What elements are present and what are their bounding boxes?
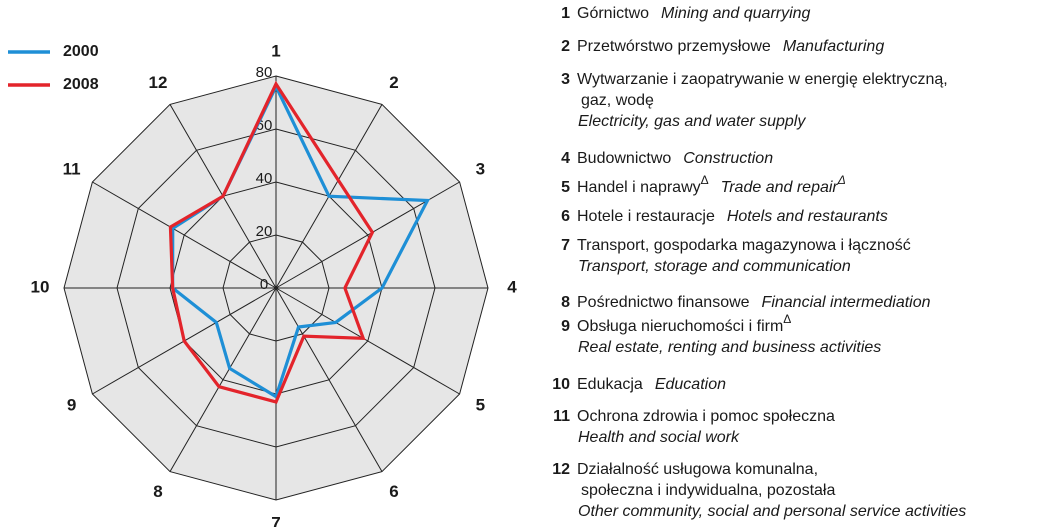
sector-name-pl: Działalność usługowa komunalna, [577,461,818,478]
sector-name-en: Other community, social and personal ser… [578,503,966,520]
sector-number: 5 [561,179,570,196]
sector-name-pl-text: Przetwórstwo przemysłowe [577,38,771,55]
sector-name-en-text: Manufacturing [783,38,884,55]
axis-label: 7 [271,513,280,527]
sector-name-pl-text: Pośrednictwo finansowe [577,294,750,311]
sector-name-en-text: Transport, storage and communication [578,258,851,275]
axis-label: 10 [31,277,50,296]
sector-name-pl-text: gaz, wodę [581,92,654,109]
sector-name-pl: Handel i naprawyΔ [577,173,709,196]
sector-name-en: Transport, storage and communication [578,258,851,275]
sector-name-en: Electricity, gas and water supply [578,113,806,130]
axis-label: 3 [476,159,485,178]
series-line [171,82,431,400]
axis-label: 6 [389,482,398,501]
sector-number: 2 [561,38,570,55]
sector-name-pl: Edukacja [577,376,643,393]
sector-name-en: Manufacturing [783,38,884,55]
sector-name-pl-text: Edukacja [577,376,643,393]
sector-name-pl: Pośrednictwo finansowe [577,294,750,311]
sector-name-en-text: Trade and repair [721,179,839,196]
y-tick-label: 80 [256,64,273,81]
sector-name-en-text: Electricity, gas and water supply [578,113,806,130]
sector-name-pl: Wytwarzanie i zaopatrywanie w energię el… [577,71,948,88]
sector-number: 3 [561,71,570,88]
sector-name-en: Education [655,376,726,393]
y-tick-label: 20 [256,223,273,240]
sector-name-pl-sup: Δ [783,312,791,326]
sector-name-en-sup: Δ [837,173,846,187]
axis-label: 9 [67,395,76,414]
sector-number: 9 [561,318,570,335]
sector-name-pl: Transport, gospodarka magazynowa i łączn… [577,237,911,254]
axis-label: 2 [389,73,398,92]
legend-label: 2000 [63,43,99,60]
sector-name-en-text: Real estate, renting and business activi… [578,339,881,356]
sector-number: 11 [553,408,570,425]
sector-name-pl: społeczna i indywidualna, pozostała [581,482,835,499]
sector-number: 8 [561,294,570,311]
axis-label: 12 [149,73,168,92]
axis-label: 11 [63,159,81,178]
spoke [92,181,277,289]
axis-label: 5 [476,395,485,414]
sector-name-en-text: Financial intermediation [762,294,931,311]
sector-number: 6 [561,208,570,225]
sector-name-pl-text: Budownictwo [577,150,671,167]
sector-name-pl: Przetwórstwo przemysłowe [577,38,771,55]
spoke [275,287,460,395]
sector-name-pl-text: Górnictwo [577,5,649,22]
sector-name-pl-text: Wytwarzanie i zaopatrywanie w energię el… [577,71,948,88]
sector-name-pl: Hotele i restauracje [577,208,715,225]
sector-name-en: Construction [683,150,773,167]
sector-name-pl-text: Hotele i restauracje [577,208,715,225]
axis-label: 4 [507,277,517,296]
sector-number: 10 [552,376,570,393]
sector-name-en-text: Construction [683,150,773,167]
sector-name-pl: Budownictwo [577,150,671,167]
sector-number: 7 [561,237,570,254]
sector-name-pl-text: Handel i naprawy [577,179,701,196]
sector-name-en-text: Education [655,376,726,393]
spoke [169,287,277,472]
sector-name-en-text: Other community, social and personal ser… [578,503,966,520]
sector-name-en: Hotels and restaurants [727,208,888,225]
sector-name-pl: Obsługa nieruchomości i firmΔ [577,312,791,335]
sector-name-en-text: Hotels and restaurants [727,208,888,225]
sector-name-en: Mining and quarrying [661,5,811,22]
sector-name-pl-text: społeczna i indywidualna, pozostała [581,482,835,499]
sector-name-pl: Ochrona zdrowia i pomoc społeczna [577,408,835,425]
axis-label: 8 [153,482,162,501]
sector-name-pl-sup: Δ [701,173,709,187]
sector-name-pl-text: Obsługa nieruchomości i firm [577,318,783,335]
sector-name-en-text: Health and social work [578,429,740,446]
sector-name-pl-text: Transport, gospodarka magazynowa i łączn… [577,237,911,254]
sector-name-pl: gaz, wodę [581,92,654,109]
sector-number: 12 [552,461,570,478]
sector-number: 1 [561,5,570,22]
y-tick-label: 0 [260,276,268,293]
sector-name-pl-text: Działalność usługowa komunalna, [577,461,818,478]
sector-name-en: Real estate, renting and business activi… [578,339,881,356]
series-line [168,80,375,404]
sector-name-en: Financial intermediation [762,294,931,311]
sector-name-pl-text: Ochrona zdrowia i pomoc społeczna [577,408,835,425]
sector-name-pl: Górnictwo [577,5,649,22]
sector-number: 4 [561,150,570,167]
y-tick-label: 40 [256,170,273,187]
sector-name-en: Trade and repairΔ [721,173,846,196]
axis-label: 1 [271,41,280,60]
spoke [275,287,383,472]
sector-name-en: Health and social work [578,429,740,446]
sector-name-en-text: Mining and quarrying [661,5,811,22]
legend-label: 2008 [63,76,99,93]
